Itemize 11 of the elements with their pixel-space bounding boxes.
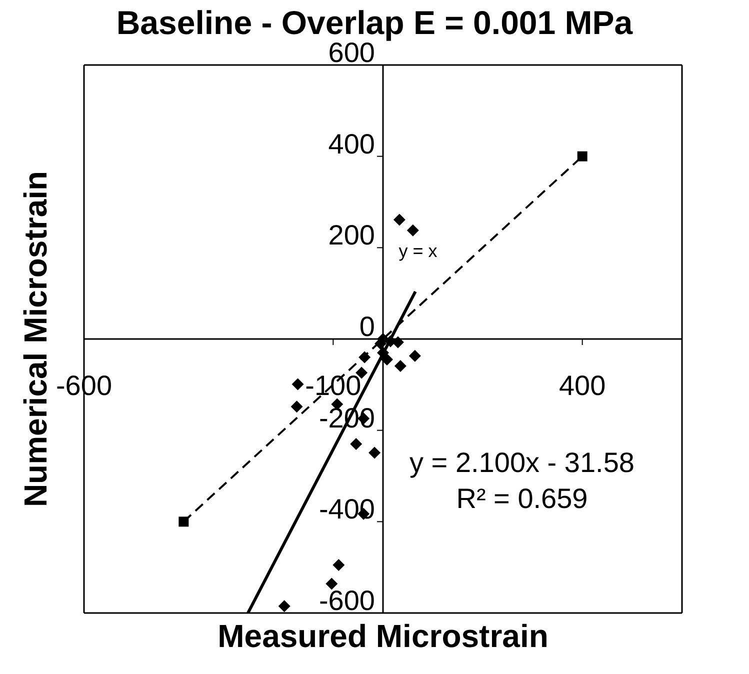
x-axis-title: Measured Microstrain	[216, 618, 550, 655]
y-tick-label: 0	[359, 311, 375, 342]
series-label: y = x	[398, 240, 438, 261]
y-tick-label: 400	[328, 128, 375, 160]
y-tick-label: -600	[318, 585, 375, 616]
annotation: y = 2.100x - 31.58	[410, 447, 634, 478]
x-tick-label: -100	[305, 370, 362, 401]
y-axis-title: Numerical Microstrain	[18, 170, 54, 508]
x-tick-label: 400	[558, 370, 606, 401]
annotation: R² = 0.659	[456, 483, 588, 514]
y-tick-label: 200	[328, 220, 375, 251]
